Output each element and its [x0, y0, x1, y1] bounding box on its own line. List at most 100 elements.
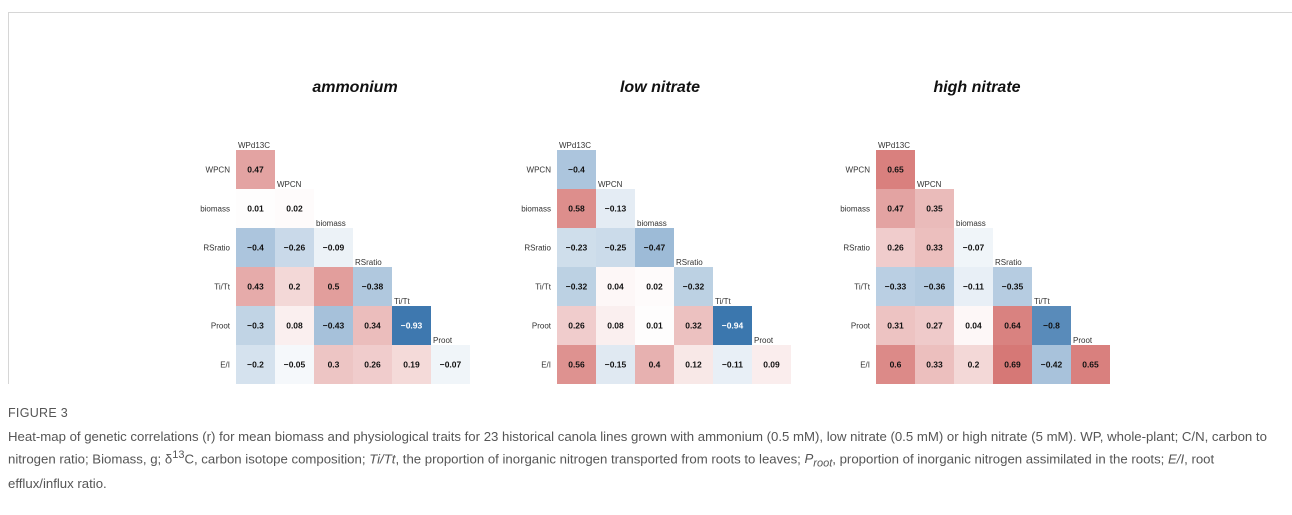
- heatmap-cell: [431, 345, 470, 384]
- heatmap-cell: [876, 306, 915, 345]
- cell-value: 0.26: [887, 243, 904, 253]
- heatmap-cell: [674, 306, 713, 345]
- cell-value: 0.2: [289, 282, 301, 292]
- panel-title: high nitrate: [933, 79, 1020, 96]
- heatmap-cell: [557, 345, 596, 384]
- cell-value: 0.04: [965, 321, 982, 331]
- col-label-ti-tt: Ti/Tt: [715, 297, 731, 306]
- col-label-wpcn: WPCN: [277, 180, 302, 189]
- heatmap-cell: [1032, 345, 1071, 384]
- figure-caption: FIGURE 3 Heat-map of genetic correlation…: [8, 404, 1268, 493]
- cell-value: 0.47: [887, 204, 904, 214]
- row-label-biomass: biomass: [200, 205, 230, 214]
- row-label-ti-tt: Ti/Tt: [854, 283, 870, 292]
- cell-value: 0.35: [926, 204, 943, 214]
- cell-value: −0.32: [683, 282, 705, 292]
- cell-value: 0.6: [890, 360, 902, 370]
- cell-value: 0.2: [968, 360, 980, 370]
- col-label-wpd13c: WPd13C: [559, 141, 591, 150]
- col-label-proot: Proot: [1073, 336, 1093, 345]
- cell-value: −0.35: [1002, 282, 1024, 292]
- cell-value: 0.09: [763, 360, 780, 370]
- row-label-proot: Proot: [211, 322, 231, 331]
- cell-value: −0.23: [566, 243, 588, 253]
- heatmap-cell: [635, 345, 674, 384]
- cell-value: 0.02: [286, 204, 303, 214]
- cell-value: 0.26: [364, 360, 381, 370]
- cell-value: 0.69: [1004, 360, 1021, 370]
- heatmap-cell: [1071, 345, 1110, 384]
- col-label-rsratio: RSratio: [995, 258, 1022, 267]
- heatmap-cell: [596, 267, 635, 306]
- heatmap-cell: [236, 189, 275, 228]
- row-label-ti-tt: Ti/Tt: [214, 283, 230, 292]
- cell-value: 0.08: [286, 321, 303, 331]
- heatmap-cell: [275, 189, 314, 228]
- cell-value: 0.33: [926, 360, 943, 370]
- cell-value: −0.11: [722, 360, 743, 370]
- cell-value: −0.3: [247, 321, 264, 331]
- cell-value: 0.64: [1004, 321, 1021, 331]
- heatmap-cell: [392, 345, 431, 384]
- heatmap-cell: [954, 306, 993, 345]
- cell-value: −0.2: [247, 360, 264, 370]
- heatmap-cell: [876, 345, 915, 384]
- panel-title: ammonium: [312, 79, 397, 96]
- col-label-ti-tt: Ti/Tt: [394, 297, 410, 306]
- heatmap-cell: [275, 267, 314, 306]
- heatmap-panel-ammonium: ammonium WPCN 0.47 biomass 0.01 0.02 RSratio −0…: [200, 79, 470, 384]
- heatmap-cell: [314, 228, 353, 267]
- heatmap-cell: [236, 228, 275, 267]
- cell-value: −0.15: [605, 360, 627, 370]
- heatmap-figure: ammonium WPCN 0.47 biomass 0.01 0.02 RSratio −0…: [200, 79, 1110, 384]
- heatmap-cell: [993, 267, 1032, 306]
- heatmap-cell: [275, 228, 314, 267]
- heatmap-cell: [876, 150, 915, 189]
- cell-value: 0.01: [247, 204, 264, 214]
- cell-value: 0.26: [568, 321, 585, 331]
- panel-title: low nitrate: [620, 79, 700, 96]
- heatmap-cell: [557, 150, 596, 189]
- col-label-biomass: biomass: [956, 219, 986, 228]
- row-label-proot: Proot: [532, 322, 552, 331]
- col-label-wpcn: WPCN: [917, 180, 942, 189]
- cell-value: 0.31: [887, 321, 904, 331]
- caption-text: Heat-map of genetic correlations (r) for…: [8, 429, 1267, 492]
- heatmap-panel-high-nitrate: high nitrate WPCN 0.65 biomass 0.47 0.35 RSrat…: [840, 79, 1110, 384]
- cell-value: 0.56: [568, 360, 585, 370]
- heatmap-cell: [635, 228, 674, 267]
- cell-value: 0.65: [887, 165, 904, 175]
- col-label-proot: Proot: [433, 336, 453, 345]
- heatmap-cell: [557, 189, 596, 228]
- cell-value: −0.43: [323, 321, 345, 331]
- row-label-e-i: E/I: [220, 361, 230, 370]
- heatmap-cell: [557, 228, 596, 267]
- cell-value: −0.25: [605, 243, 627, 253]
- cell-value: 0.02: [646, 282, 663, 292]
- cell-value: −0.4: [247, 243, 264, 253]
- cell-value: −0.38: [362, 282, 384, 292]
- row-label-e-i: E/I: [860, 361, 870, 370]
- heatmap-cell: [752, 345, 791, 384]
- heatmap-cell: [915, 345, 954, 384]
- col-label-ti-tt: Ti/Tt: [1034, 297, 1050, 306]
- row-label-e-i: E/I: [541, 361, 551, 370]
- heatmap-cell: [236, 267, 275, 306]
- cell-value: 0.58: [568, 204, 585, 214]
- col-label-wpcn: WPCN: [598, 180, 623, 189]
- cell-value: 0.19: [403, 360, 420, 370]
- cell-value: 0.47: [247, 165, 264, 175]
- cell-value: 0.43: [247, 282, 264, 292]
- cell-value: 0.27: [926, 321, 943, 331]
- row-label-biomass: biomass: [840, 205, 870, 214]
- figure-frame-top: [8, 12, 1292, 13]
- heatmap-cell: [915, 228, 954, 267]
- cell-value: −0.93: [401, 321, 423, 331]
- row-label-wpcn: WPCN: [527, 166, 552, 175]
- cell-value: 0.5: [328, 282, 340, 292]
- heatmap-cell: [236, 150, 275, 189]
- heatmap-cell: [915, 189, 954, 228]
- row-label-proot: Proot: [851, 322, 871, 331]
- heatmap-cell: [915, 306, 954, 345]
- heatmap-cell: [954, 267, 993, 306]
